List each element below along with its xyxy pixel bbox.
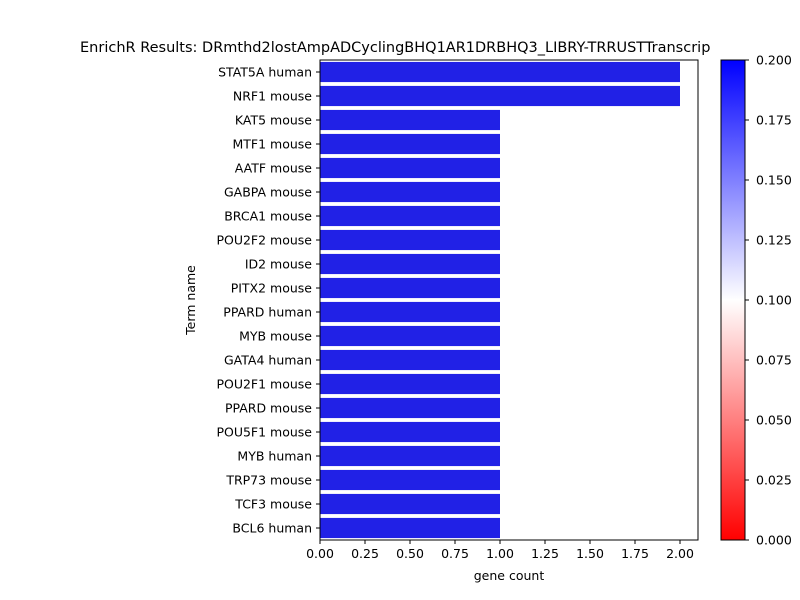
bar [320, 85, 680, 107]
y-tick-label: TCF3 mouse [234, 497, 312, 512]
y-tick-label: MYB mouse [239, 329, 312, 344]
y-tick-label: BRCA1 mouse [224, 209, 312, 224]
y-tick-label: PITX2 mouse [231, 281, 313, 296]
x-tick-label: 1.75 [621, 546, 649, 561]
x-tick-label: 0.50 [396, 546, 424, 561]
x-tick-label: 0.25 [351, 546, 379, 561]
bar [320, 253, 500, 275]
colorbar-tick-label: 0.050 [756, 413, 792, 428]
y-tick-label: STAT5A human [218, 65, 312, 80]
colorbar-tick-label: 0.100 [756, 293, 792, 308]
bar [320, 181, 500, 203]
y-tick-label: GABPA mouse [224, 185, 312, 200]
y-tick-label: POU5F1 mouse [216, 425, 312, 440]
bar [320, 493, 500, 515]
bars-layer [320, 61, 680, 539]
bar [320, 325, 500, 347]
colorbar-tick-label: 0.025 [756, 473, 792, 488]
y-tick-label: MYB human [237, 449, 312, 464]
y-tick-label: POU2F2 mouse [216, 233, 312, 248]
bar [320, 61, 680, 83]
plot-frame [319, 59, 699, 541]
bar [320, 421, 500, 443]
bar [320, 277, 500, 299]
bar [320, 445, 500, 467]
colorbar-tick-label: 0.000 [756, 533, 792, 548]
y-tick-label: KAT5 mouse [235, 113, 312, 128]
chart-title: EnrichR Results: DRmthd2lostAmpADCycling… [80, 40, 710, 56]
bar [320, 205, 500, 227]
bar [320, 301, 500, 323]
bar [320, 349, 500, 371]
colorbar-tick-label: 0.075 [756, 353, 792, 368]
y-tick-label: TRP73 mouse [225, 473, 312, 488]
x-tick-label: 0.00 [306, 546, 334, 561]
bar [320, 517, 500, 539]
x-tick-label: 1.25 [531, 546, 559, 561]
colorbar-tick-label: 0.125 [756, 233, 792, 248]
y-tick-label: NRF1 mouse [233, 89, 312, 104]
y-tick-label: MTF1 mouse [233, 137, 313, 152]
y-tick-label: PPARD human [223, 305, 312, 320]
bar [320, 133, 500, 155]
y-tick-label: AATF mouse [235, 161, 313, 176]
bar [320, 397, 500, 419]
y-tick-label: PPARD mouse [225, 401, 312, 416]
bar [320, 469, 500, 491]
bar [320, 109, 500, 131]
y-tick-label: BCL6 human [232, 521, 312, 536]
y-axis-label: Term name [183, 265, 198, 336]
colorbar-tick-label: 0.200 [756, 53, 792, 68]
x-axis-label: gene count [474, 568, 545, 583]
x-tick-label: 2.00 [666, 546, 694, 561]
y-tick-label: POU2F1 mouse [216, 377, 312, 392]
x-tick-label: 1.00 [486, 546, 514, 561]
bar [320, 157, 500, 179]
x-tick-label: 1.50 [576, 546, 604, 561]
x-tick-labels: 0.00 0.25 0.50 0.75 1.00 1.25 1.50 1.75 2.00 [306, 540, 694, 561]
x-tick-label: 0.75 [441, 546, 469, 561]
y-tick-labels: STAT5A human NRF1 mouse KAT5 mouse MTF1 mou… [216, 65, 320, 536]
bar [320, 373, 500, 395]
colorbar-tick-label: 0.150 [756, 173, 792, 188]
colorbar-tick-label: 0.175 [756, 113, 792, 128]
bar [320, 229, 500, 251]
y-tick-label: GATA4 human [224, 353, 312, 368]
y-tick-label: ID2 mouse [245, 257, 312, 272]
colorbar [720, 59, 746, 541]
colorbar-tick-labels: 0.000 0.025 0.050 0.075 0.100 0.125 0.150 0.175… [745, 53, 792, 548]
